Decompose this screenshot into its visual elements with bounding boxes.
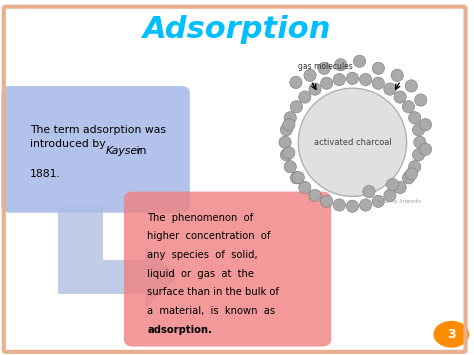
Ellipse shape [402,100,415,113]
Text: Kayser: Kayser [106,146,142,156]
Ellipse shape [391,69,403,81]
Ellipse shape [372,62,384,75]
Text: higher  concentration  of: higher concentration of [147,231,271,241]
Text: The  phenomenon  of: The phenomenon of [147,213,254,223]
Ellipse shape [333,73,346,86]
Bar [58,260,145,294]
Ellipse shape [333,199,346,211]
Text: surface than in the bulk of: surface than in the bulk of [147,288,280,297]
Ellipse shape [290,76,302,88]
Ellipse shape [290,100,302,113]
Ellipse shape [405,80,418,92]
Ellipse shape [283,147,295,159]
Ellipse shape [346,200,358,212]
Ellipse shape [304,69,316,81]
Ellipse shape [299,91,311,103]
Ellipse shape [284,112,296,124]
Text: any  species  of  solid,: any species of solid, [147,250,258,260]
Ellipse shape [372,77,384,89]
Ellipse shape [363,185,375,198]
Ellipse shape [386,179,399,191]
Text: gas molecules: gas molecules [298,62,353,71]
Ellipse shape [419,143,432,155]
Ellipse shape [283,119,295,131]
Ellipse shape [298,88,407,196]
Ellipse shape [412,124,425,136]
Ellipse shape [280,149,292,161]
Ellipse shape [402,172,415,184]
Text: The term adsorption was
introduced by: The term adsorption was introduced by [30,125,165,148]
Ellipse shape [320,77,333,89]
Ellipse shape [292,171,304,184]
Ellipse shape [359,73,372,86]
Ellipse shape [299,181,311,193]
Text: adsorption.: adsorption. [147,325,212,335]
Ellipse shape [320,195,333,207]
Text: Adsorption: Adsorption [143,15,331,44]
Ellipse shape [280,124,292,136]
Ellipse shape [284,160,296,173]
FancyBboxPatch shape [124,192,331,346]
Ellipse shape [394,91,406,103]
Ellipse shape [372,195,384,207]
Ellipse shape [318,62,330,75]
Ellipse shape [414,136,426,148]
Polygon shape [145,245,178,309]
Circle shape [434,321,469,348]
Text: Academy Artworks: Academy Artworks [375,199,421,204]
Ellipse shape [412,149,425,161]
Text: a  material,  is  known  as: a material, is known as [147,306,275,316]
FancyBboxPatch shape [1,86,190,213]
Text: activated charcoal: activated charcoal [314,138,392,147]
Ellipse shape [415,94,427,106]
Text: liquid  or  gas  at  the: liquid or gas at the [147,269,255,279]
Text: 1881.: 1881. [30,169,61,179]
Ellipse shape [419,119,432,131]
Ellipse shape [354,55,365,67]
Ellipse shape [394,181,406,193]
Ellipse shape [290,172,302,184]
Ellipse shape [384,189,396,202]
Ellipse shape [405,168,418,180]
Ellipse shape [409,160,421,173]
Ellipse shape [359,199,372,211]
Ellipse shape [409,112,421,124]
Ellipse shape [279,136,291,148]
Ellipse shape [346,72,358,84]
Ellipse shape [309,189,321,202]
Text: in: in [133,146,146,156]
Ellipse shape [309,83,321,95]
Text: 3: 3 [447,328,456,341]
Ellipse shape [335,59,347,71]
Ellipse shape [384,83,396,95]
Bar [58,206,103,294]
